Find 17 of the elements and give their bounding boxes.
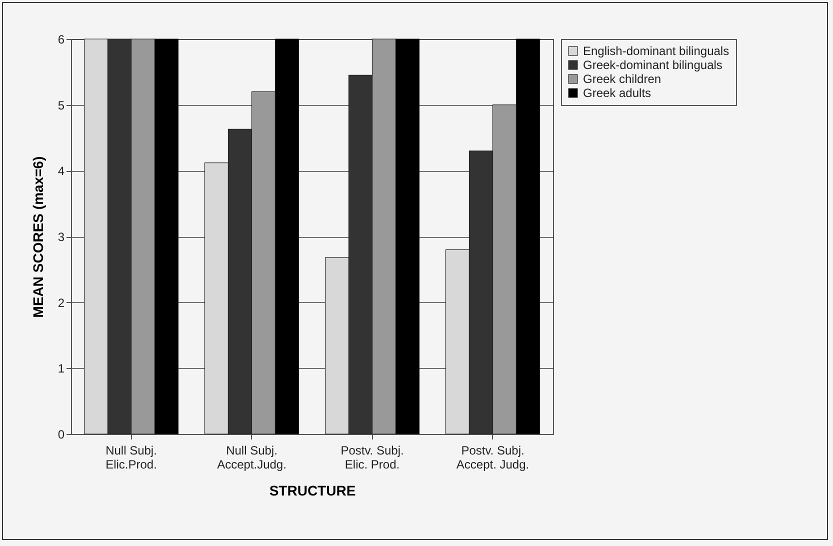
x-axis-title: STRUCTURE bbox=[269, 482, 356, 498]
y-tick-label: 5 bbox=[58, 98, 65, 112]
y-tick-label: 6 bbox=[58, 32, 65, 46]
x-tick-label: Postv. Subj. Elic. Prod. bbox=[340, 444, 404, 472]
legend-label: Greek children bbox=[583, 72, 662, 86]
x-tick-label: Null Subj. Elic.Prod. bbox=[106, 444, 157, 472]
y-tick-label: 1 bbox=[58, 362, 65, 376]
legend-label: English-dominant bilinguals bbox=[583, 44, 730, 58]
y-tick-label: 4 bbox=[58, 164, 65, 178]
y-tick-label: 0 bbox=[58, 428, 65, 442]
x-tick-label: Postv. Subj. Accept. Judg. bbox=[456, 444, 530, 472]
y-tick-label: 3 bbox=[58, 230, 65, 244]
y-tick-label: 2 bbox=[58, 296, 65, 310]
y-axis-title: MEAN SCORES (max=6) bbox=[30, 156, 46, 318]
legend-label: Greek-dominant bilinguals bbox=[583, 58, 722, 72]
legend-label: Greek adults bbox=[583, 86, 652, 100]
x-tick-label: Null Subj. Accept.Judg. bbox=[217, 444, 286, 472]
